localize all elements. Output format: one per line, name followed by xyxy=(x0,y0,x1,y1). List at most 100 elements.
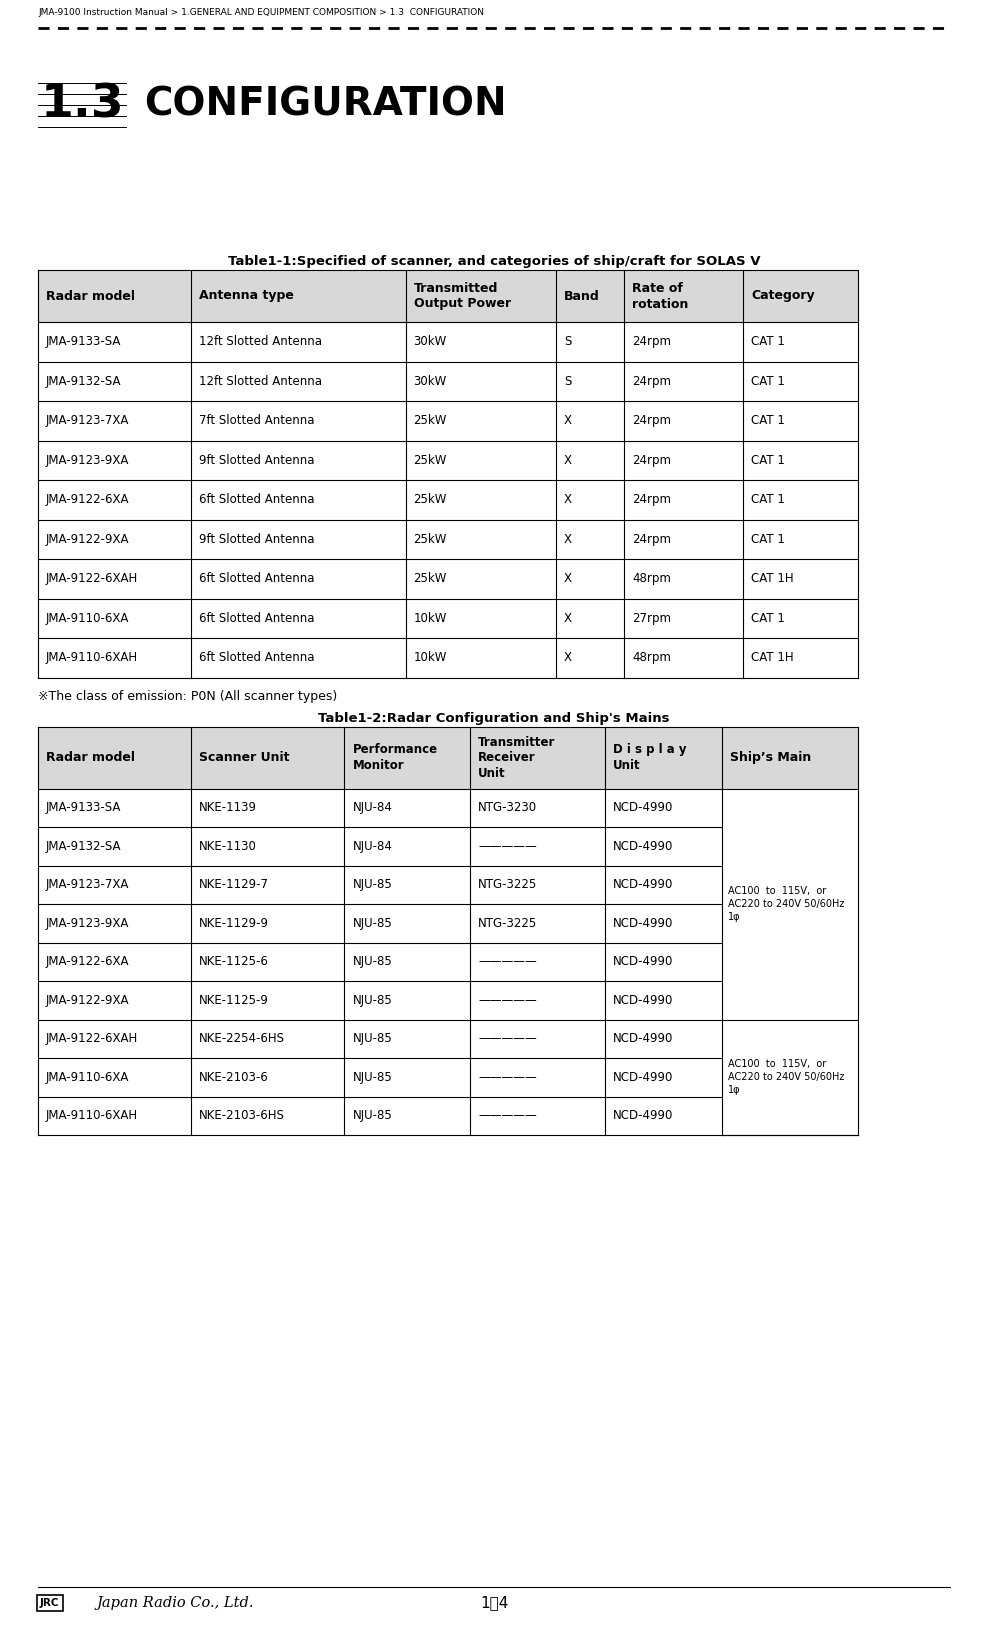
Bar xyxy=(743,270,858,322)
Bar xyxy=(470,1019,605,1058)
Bar xyxy=(405,559,556,598)
Text: NCD-4990: NCD-4990 xyxy=(613,1071,674,1084)
Bar xyxy=(405,440,556,479)
Bar xyxy=(405,598,556,639)
Bar xyxy=(625,270,743,322)
Bar xyxy=(605,942,722,981)
Text: NCD-4990: NCD-4990 xyxy=(613,840,674,853)
Text: NCD-4990: NCD-4990 xyxy=(613,916,674,929)
Bar xyxy=(556,639,625,678)
Text: JMA-9122-6XAH: JMA-9122-6XAH xyxy=(46,1032,138,1045)
Bar xyxy=(470,1097,605,1134)
Bar xyxy=(38,904,191,942)
Bar xyxy=(38,1097,191,1134)
Bar xyxy=(743,361,858,401)
Bar xyxy=(556,361,625,401)
Text: 9ft Slotted Antenna: 9ft Slotted Antenna xyxy=(199,453,315,466)
Text: 25kW: 25kW xyxy=(413,414,447,427)
Text: Rate of
rotation: Rate of rotation xyxy=(633,281,689,310)
Text: CAT 1: CAT 1 xyxy=(751,335,785,348)
Bar xyxy=(470,827,605,866)
Text: NCD-4990: NCD-4990 xyxy=(613,994,674,1008)
Text: JMA-9133-SA: JMA-9133-SA xyxy=(46,335,121,348)
Text: S: S xyxy=(564,375,572,388)
Text: Performance
Monitor: Performance Monitor xyxy=(352,743,438,772)
Bar xyxy=(191,361,405,401)
Bar xyxy=(405,270,556,322)
Text: JMA-9123-7XA: JMA-9123-7XA xyxy=(46,414,129,427)
Text: JRC: JRC xyxy=(40,1597,59,1609)
Bar xyxy=(191,827,344,866)
Text: JMA-9122-9XA: JMA-9122-9XA xyxy=(46,533,130,546)
Bar xyxy=(470,904,605,942)
Bar xyxy=(191,1019,344,1058)
Text: Radar model: Radar model xyxy=(46,289,135,302)
Text: NKE-1130: NKE-1130 xyxy=(199,840,257,853)
Bar xyxy=(625,401,743,440)
Text: Radar model: Radar model xyxy=(46,751,135,764)
Text: NCD-4990: NCD-4990 xyxy=(613,801,674,814)
Text: 10kW: 10kW xyxy=(413,611,447,624)
Bar xyxy=(191,1058,344,1097)
Bar xyxy=(38,559,191,598)
Bar xyxy=(38,982,191,1019)
Text: 24rpm: 24rpm xyxy=(633,533,671,546)
Bar xyxy=(722,788,858,1019)
Bar xyxy=(743,520,858,559)
Bar xyxy=(191,1097,344,1134)
Bar xyxy=(556,322,625,361)
Bar xyxy=(556,598,625,639)
Bar xyxy=(625,559,743,598)
Text: 48rpm: 48rpm xyxy=(633,652,671,665)
Bar xyxy=(625,479,743,520)
Text: JMA-9122-6XA: JMA-9122-6XA xyxy=(46,956,130,968)
Text: Transmitter
Receiver
Unit: Transmitter Receiver Unit xyxy=(478,736,556,780)
Bar xyxy=(191,322,405,361)
Bar xyxy=(191,788,344,827)
Text: ※The class of emission: P0N (All scanner types): ※The class of emission: P0N (All scanner… xyxy=(38,689,338,702)
Text: 24rpm: 24rpm xyxy=(633,453,671,466)
Text: NCD-4990: NCD-4990 xyxy=(613,1110,674,1123)
Bar xyxy=(605,726,722,788)
Bar xyxy=(470,1058,605,1097)
Bar xyxy=(191,440,405,479)
Text: CAT 1H: CAT 1H xyxy=(751,572,794,585)
Bar xyxy=(344,904,470,942)
Bar xyxy=(38,322,191,361)
Text: Ship’s Main: Ship’s Main xyxy=(730,751,811,764)
Text: 24rpm: 24rpm xyxy=(633,494,671,507)
Bar xyxy=(605,1058,722,1097)
Bar xyxy=(191,866,344,904)
Bar xyxy=(38,827,191,866)
Text: JMA-9123-9XA: JMA-9123-9XA xyxy=(46,453,129,466)
Bar xyxy=(38,788,191,827)
Bar xyxy=(344,942,470,981)
Bar xyxy=(38,1019,191,1058)
Text: 25kW: 25kW xyxy=(413,453,447,466)
Bar xyxy=(38,361,191,401)
Bar xyxy=(191,904,344,942)
Bar xyxy=(556,270,625,322)
Text: NCD-4990: NCD-4990 xyxy=(613,956,674,968)
Bar xyxy=(38,866,191,904)
Text: X: X xyxy=(564,652,572,665)
Bar xyxy=(405,361,556,401)
Text: NKE-1129-7: NKE-1129-7 xyxy=(199,878,270,891)
Text: D i s p l a y
Unit: D i s p l a y Unit xyxy=(613,743,687,772)
Bar xyxy=(625,440,743,479)
Text: 10kW: 10kW xyxy=(413,652,447,665)
Bar xyxy=(743,479,858,520)
Text: 1－4: 1－4 xyxy=(480,1596,508,1610)
Bar xyxy=(743,598,858,639)
Text: —————: ————— xyxy=(478,956,537,968)
Text: 12ft Slotted Antenna: 12ft Slotted Antenna xyxy=(199,335,322,348)
Bar xyxy=(191,982,344,1019)
Text: JMA-9110-6XAH: JMA-9110-6XAH xyxy=(46,1110,138,1123)
Text: Table1-2:Radar Configuration and Ship's Mains: Table1-2:Radar Configuration and Ship's … xyxy=(318,712,670,725)
Bar xyxy=(191,726,344,788)
Text: CAT 1H: CAT 1H xyxy=(751,652,794,665)
Bar xyxy=(344,866,470,904)
Bar xyxy=(605,1019,722,1058)
Bar xyxy=(605,866,722,904)
Bar xyxy=(470,726,605,788)
